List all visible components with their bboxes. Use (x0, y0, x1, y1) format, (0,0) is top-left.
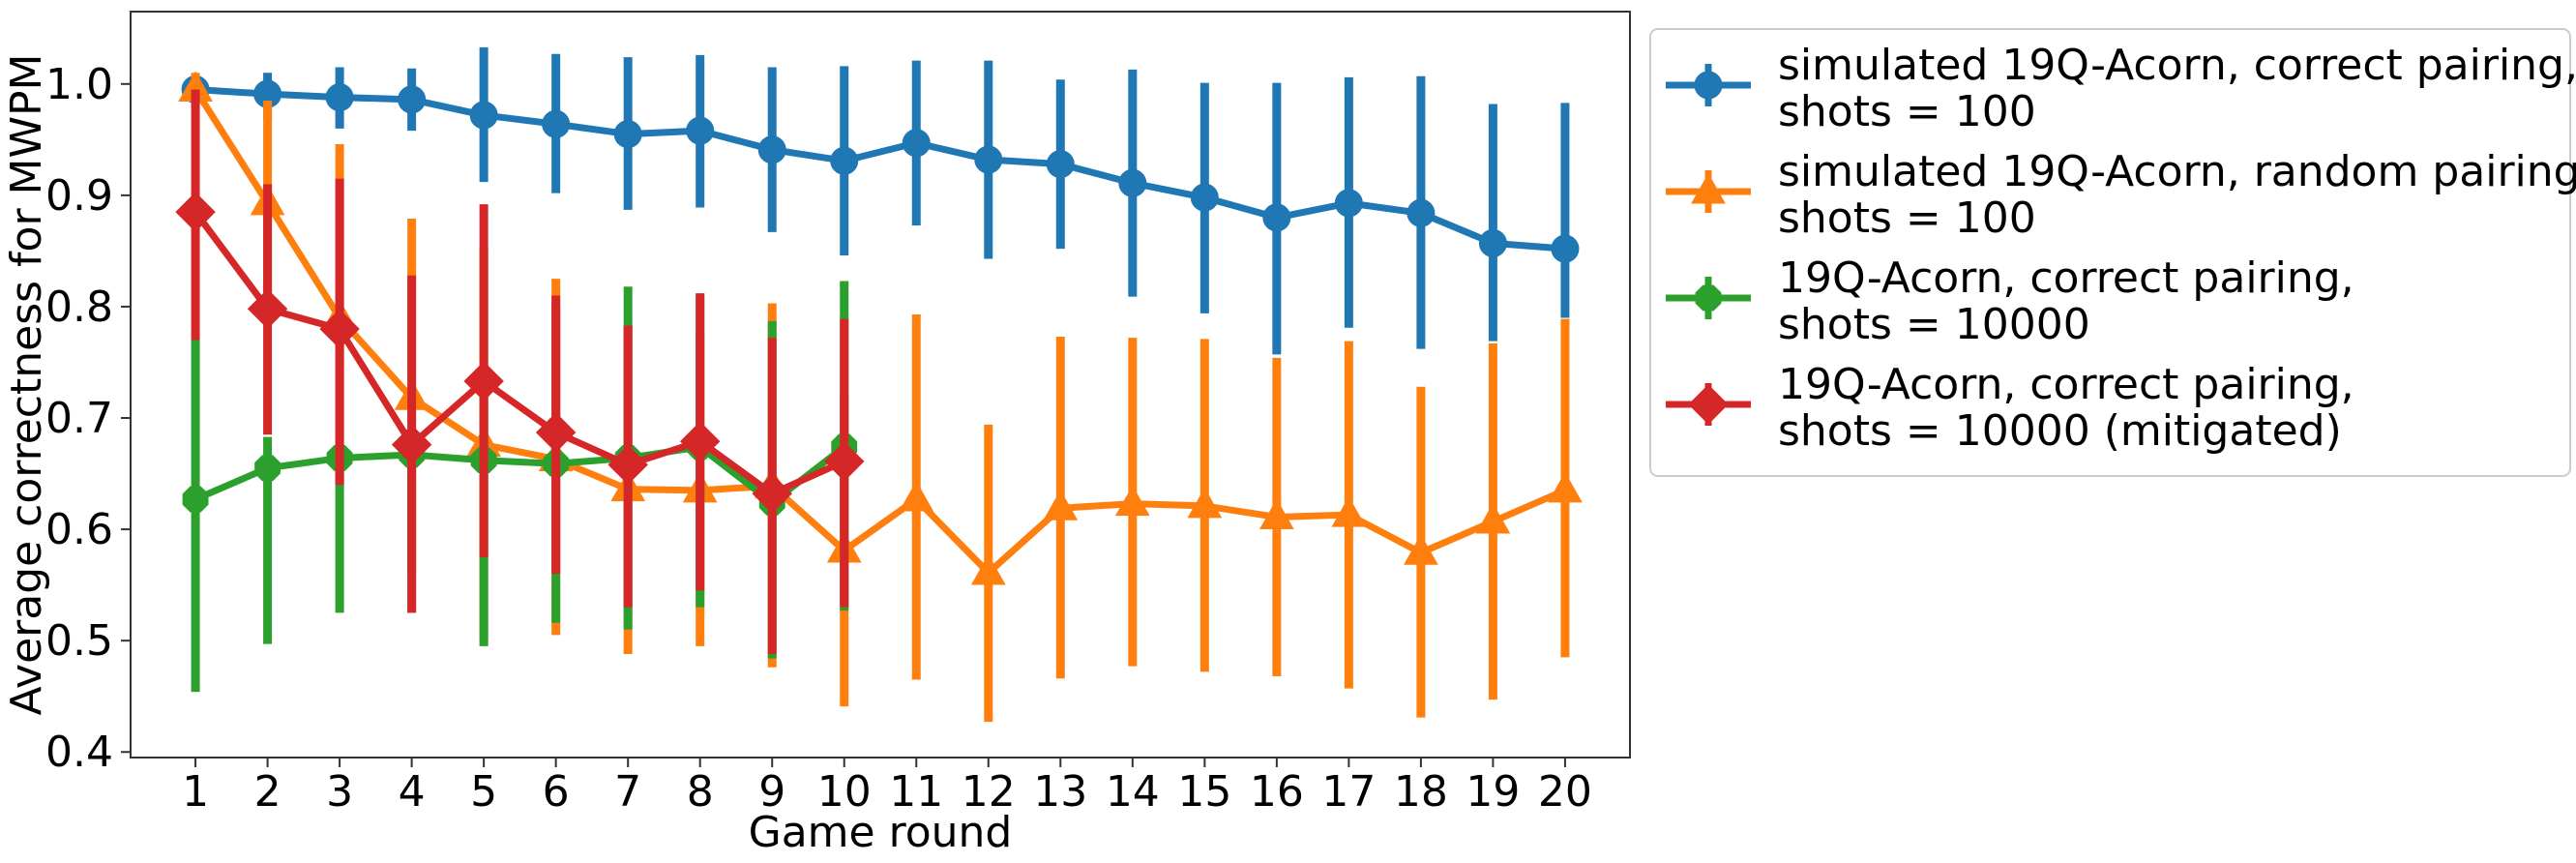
legend-label-2: simulated 19Q-Acorn, random pairing, shot… (1778, 147, 2576, 243)
plot-frame (130, 11, 1631, 759)
plot-area (175, 46, 1583, 723)
data-point-s1-x18 (1406, 198, 1436, 227)
legend-label-1: simulated 19Q-Acorn, correct pairing, sho… (1778, 41, 2576, 136)
x-tick-label-20: 20 (1538, 767, 1592, 817)
series-4 (175, 89, 865, 654)
data-point-s1-x12 (974, 145, 1003, 174)
series-line-1 (194, 86, 1566, 253)
x-tick-label-5: 5 (470, 767, 497, 817)
data-point-s1-x7 (613, 120, 642, 149)
legend-marker-2 (1691, 172, 1726, 204)
y-axis: 0.4 0.5 0.6 0.7 0.8 0.9 1.0 (45, 60, 131, 777)
x-tick-label-14: 14 (1106, 767, 1160, 817)
data-point-s1-x13 (1046, 150, 1075, 179)
x-tick-label-6: 6 (543, 767, 570, 817)
x-tick-label-18: 18 (1394, 767, 1448, 817)
x-tick-label-13: 13 (1033, 767, 1087, 817)
x-tick-label-16: 16 (1250, 767, 1304, 817)
data-point-s1-x17 (1334, 189, 1363, 218)
legend-label-3: 19Q-Acorn, correct pairing, shots = 10000 (1778, 253, 2354, 349)
data-point-s1-x16 (1262, 203, 1291, 232)
legend-item-3: 19Q-Acorn, correct pairing, shots = 10000 (1666, 253, 2354, 349)
y-tick-label-6: 1.0 (45, 60, 113, 109)
x-tick-label-15: 15 (1177, 767, 1231, 817)
data-point-s1-x3 (325, 83, 354, 112)
data-point-s2-x16 (1258, 498, 1294, 529)
legend-marker-3 (1695, 284, 1722, 312)
y-tick-label-3: 0.7 (45, 394, 113, 443)
series-line-2 (192, 87, 1567, 577)
x-tick-label-3: 3 (326, 767, 353, 817)
legend: simulated 19Q-Acorn, correct pairing, sho… (1649, 28, 2576, 477)
data-point-s4-x10 (824, 441, 865, 482)
data-point-s2-x12 (970, 553, 1006, 585)
data-point-s1-x20 (1551, 234, 1580, 263)
series-3 (182, 281, 858, 693)
data-point-s1-x4 (398, 85, 427, 114)
x-tick-label-19: 19 (1466, 767, 1520, 817)
legend-item-1: simulated 19Q-Acorn, correct pairing, sho… (1666, 41, 2576, 136)
x-tick-label-4: 4 (399, 767, 426, 817)
data-point-s2-x17 (1331, 496, 1367, 527)
data-point-s4-x5 (463, 361, 504, 402)
data-point-s2-x19 (1475, 503, 1511, 534)
series-line-4 (192, 210, 846, 497)
x-tick-label-12: 12 (962, 767, 1016, 817)
data-point-s1-x9 (757, 135, 786, 164)
data-point-s2-x18 (1404, 534, 1438, 565)
y-tick-label-0: 0.4 (45, 728, 113, 777)
data-point-s1-x6 (542, 109, 571, 138)
data-point-s4-x1 (175, 192, 216, 232)
legend-label-4: 19Q-Acorn, correct pairing, shots = 10000… (1778, 360, 2354, 456)
data-point-s1-x14 (1118, 168, 1147, 197)
data-point-s4-x4 (391, 424, 432, 465)
data-point-s2-x14 (1114, 485, 1150, 517)
x-axis-label: Game round (749, 808, 1013, 857)
y-axis-label: Average correctness for MWPM (2, 54, 51, 716)
data-point-s4-x6 (535, 412, 577, 453)
legend-marker-4 (1688, 384, 1729, 425)
data-point-s1-x11 (902, 129, 931, 158)
data-point-s1-x8 (686, 116, 715, 145)
data-point-s2-x20 (1548, 471, 1583, 503)
x-tick-label-9: 9 (758, 767, 785, 817)
legend-item-4: 19Q-Acorn, correct pairing, shots = 10000… (1666, 360, 2354, 456)
x-tick-label-11: 11 (889, 767, 943, 817)
y-tick-label-4: 0.8 (45, 283, 113, 332)
data-point-s2-x13 (1043, 490, 1079, 521)
data-point-s4-x8 (679, 421, 721, 461)
legend-box (1649, 28, 2571, 477)
data-point-s2-x11 (899, 481, 934, 512)
y-tick-label-2: 0.6 (45, 505, 113, 554)
x-axis: 1 2 3 4 5 6 7 8 9 10 11 12 13 14 15 16 17 18 19 20 (182, 758, 1592, 817)
x-tick-label-10: 10 (817, 767, 872, 817)
x-tick-label-17: 17 (1321, 767, 1376, 817)
data-point-s1-x5 (469, 101, 498, 130)
data-point-s3-x1 (182, 486, 209, 513)
data-point-s4-x3 (319, 309, 360, 349)
x-tick-label-1: 1 (182, 767, 209, 817)
data-point-s2-x15 (1187, 487, 1223, 519)
data-point-s1-x15 (1190, 183, 1219, 212)
data-point-s1-x19 (1478, 228, 1507, 257)
x-tick-label-8: 8 (687, 767, 714, 817)
legend-marker-1 (1694, 71, 1723, 100)
x-tick-label-7: 7 (614, 767, 641, 817)
y-tick-label-1: 0.5 (45, 616, 113, 666)
series-1 (181, 46, 1580, 355)
data-point-s3-x2 (254, 455, 281, 482)
data-point-s1-x10 (830, 146, 859, 175)
data-point-s4-x7 (607, 444, 648, 486)
series-2 (178, 71, 1583, 723)
legend-item-2: simulated 19Q-Acorn, random pairing, shot… (1666, 147, 2576, 243)
y-tick-label-5: 0.9 (45, 171, 113, 221)
series-line-3 (193, 443, 846, 506)
data-point-s4-x2 (247, 288, 288, 329)
x-tick-label-2: 2 (254, 767, 281, 817)
data-point-s4-x9 (752, 473, 792, 514)
